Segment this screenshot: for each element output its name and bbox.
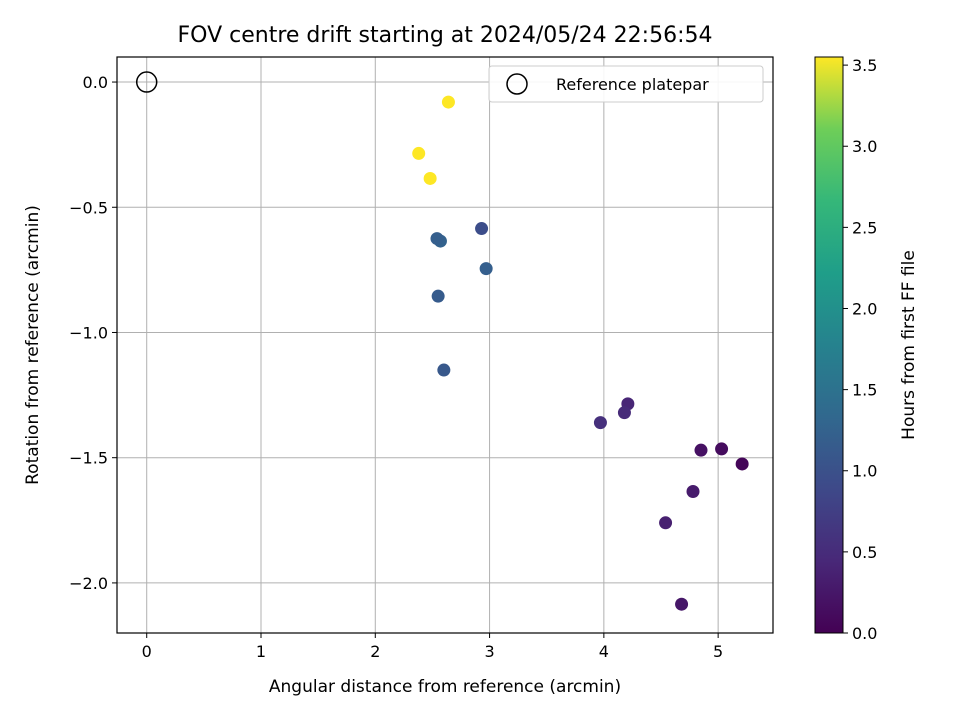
data-point [715,442,729,456]
data-point [479,262,493,276]
y-axis-label: Rotation from reference (arcmin) [23,205,43,485]
reference-platepar-marker [135,71,158,93]
x-tick-label: 2 [370,642,380,661]
x-axis-label: Angular distance from reference (arcmin) [269,677,621,697]
y-tick-label: −1.5 [69,449,108,468]
y-tick-label: −1.0 [69,323,108,342]
legend-reference-marker [506,73,528,95]
colorbar-tick-label: 2.5 [852,218,877,237]
colorbar-tick-label: 0.0 [852,624,877,643]
x-tick-label: 5 [713,642,723,661]
data-point [441,95,455,109]
colorbar-tick-label: 3.5 [852,56,877,75]
x-tick-label: 3 [484,642,494,661]
y-axis-ticks: 0.0 −0.5 −1.0 −1.5 −2.0 [69,73,117,593]
data-point [475,222,489,236]
data-point [659,516,673,530]
legend-box [488,65,764,103]
data-point [686,485,700,499]
grid-lines [117,57,773,633]
data-points [135,71,749,611]
plot-frame [116,56,774,634]
data-point [735,457,749,471]
data-point [412,146,426,160]
data-point [437,363,451,377]
y-tick-label: −0.5 [69,198,108,217]
data-point [423,171,437,185]
legend: Reference platepar [488,65,764,103]
data-point [694,443,708,457]
colorbar-tick-label: 3.0 [852,137,877,156]
data-point [593,416,607,430]
x-tick-label: 1 [256,642,266,661]
y-tick-label: −2.0 [69,574,108,593]
data-point [675,597,689,611]
data-point [430,232,444,246]
colorbar-ticks: 0.0 0.5 1.0 1.5 2.0 2.5 3.0 3.5 [843,56,877,643]
colorbar-tick-label: 0.5 [852,543,877,562]
x-tick-label: 4 [599,642,609,661]
y-tick-label: 0.0 [83,73,108,92]
colorbar-gradient [814,56,844,634]
colorbar-tick-label: 1.5 [852,381,877,400]
legend-reference-label: Reference platepar [556,75,709,94]
chart-title: FOV centre drift starting at 2024/05/24 … [178,23,713,48]
colorbar-label: Hours from first FF file [899,250,919,440]
x-axis-ticks: 0 1 2 3 4 5 [142,633,723,661]
data-point [431,289,445,303]
colorbar-tick-label: 2.0 [852,299,877,318]
colorbar: 0.0 0.5 1.0 1.5 2.0 2.5 3.0 3.5 Hours from firs… [814,56,919,643]
data-point [617,406,631,420]
x-tick-label: 0 [142,642,152,661]
colorbar-tick-label: 1.0 [852,462,877,481]
